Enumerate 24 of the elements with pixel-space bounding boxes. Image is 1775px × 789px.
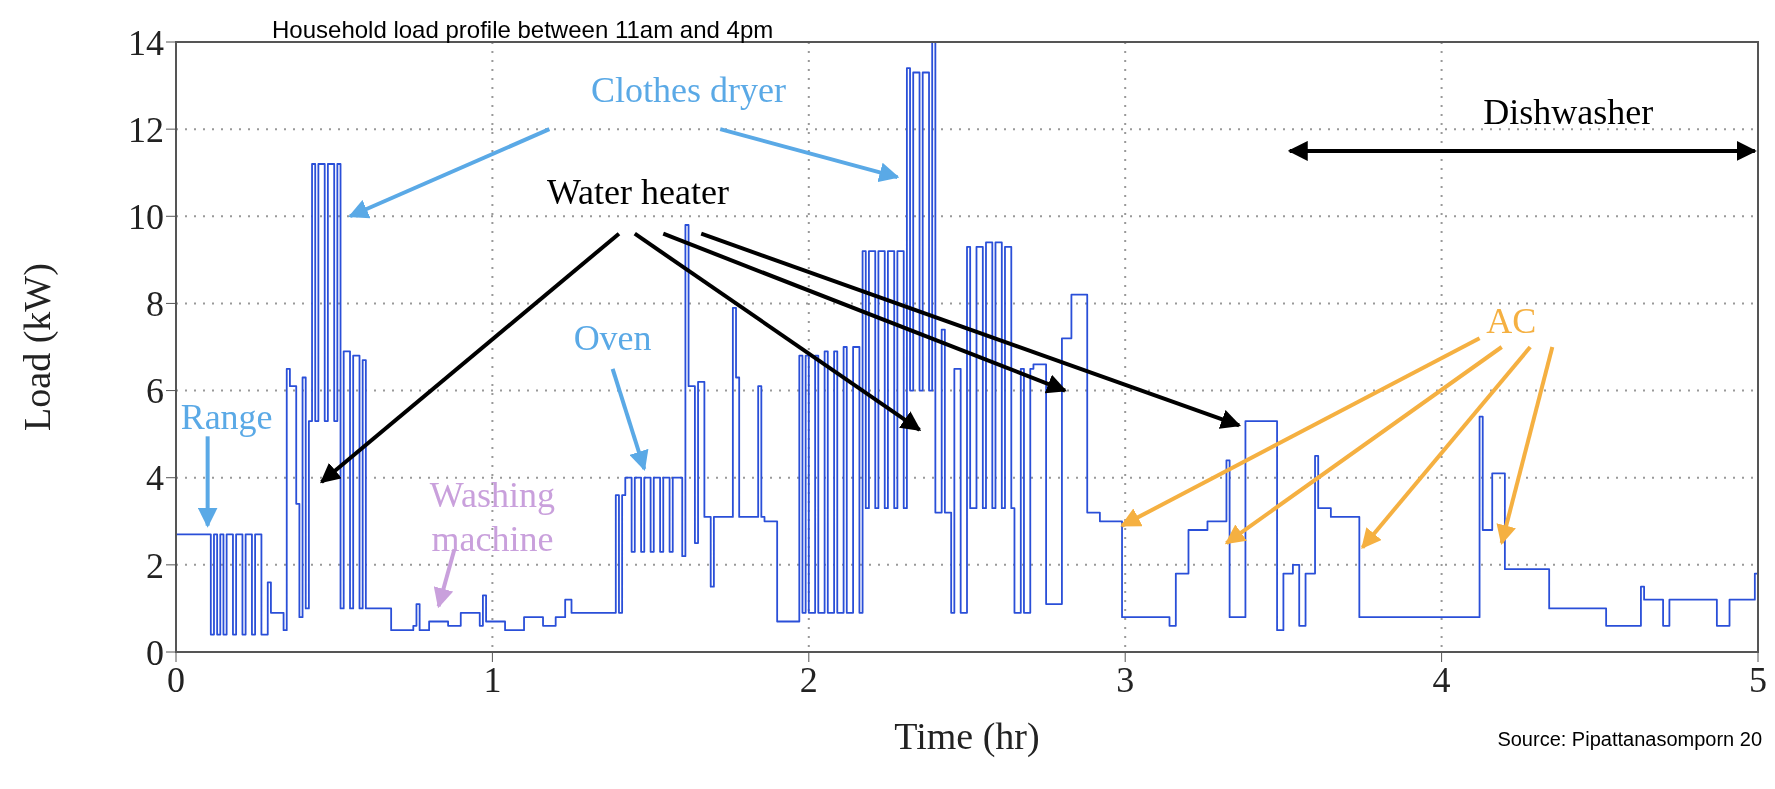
x-axis-title: Time (hr) xyxy=(894,715,1040,758)
y-tick-label: 14 xyxy=(128,22,164,63)
annotation: Range xyxy=(180,396,273,437)
x-tick-label: 1 xyxy=(483,659,502,700)
annotation: Washing machine xyxy=(429,474,555,559)
y-tick-label: 10 xyxy=(128,197,164,238)
y-tick-label: 12 xyxy=(128,109,164,150)
annotation: Dishwasher xyxy=(1483,91,1654,132)
y-tick-label: 4 xyxy=(146,458,164,499)
x-tick-label: 4 xyxy=(1432,659,1451,700)
annotation: Water heater xyxy=(546,172,729,213)
annotation: Clothes dryer xyxy=(591,69,787,110)
y-tick-label: 6 xyxy=(146,371,164,412)
y-tick-label: 0 xyxy=(146,632,164,673)
y-tick-label: 8 xyxy=(146,284,164,325)
annotation: Oven xyxy=(573,318,652,359)
chart-title: Household load profile between 11am and 4pm xyxy=(272,16,774,43)
y-axis-title: Load (kW) xyxy=(16,263,59,431)
x-tick-label: 2 xyxy=(799,659,818,700)
annotation: AC xyxy=(1486,300,1537,341)
x-tick-label: 3 xyxy=(1116,659,1135,700)
x-tick-label: 5 xyxy=(1749,659,1767,700)
source-note: Source: Pipattanasomporn 20 xyxy=(1497,728,1762,750)
y-tick-label: 2 xyxy=(146,545,164,586)
